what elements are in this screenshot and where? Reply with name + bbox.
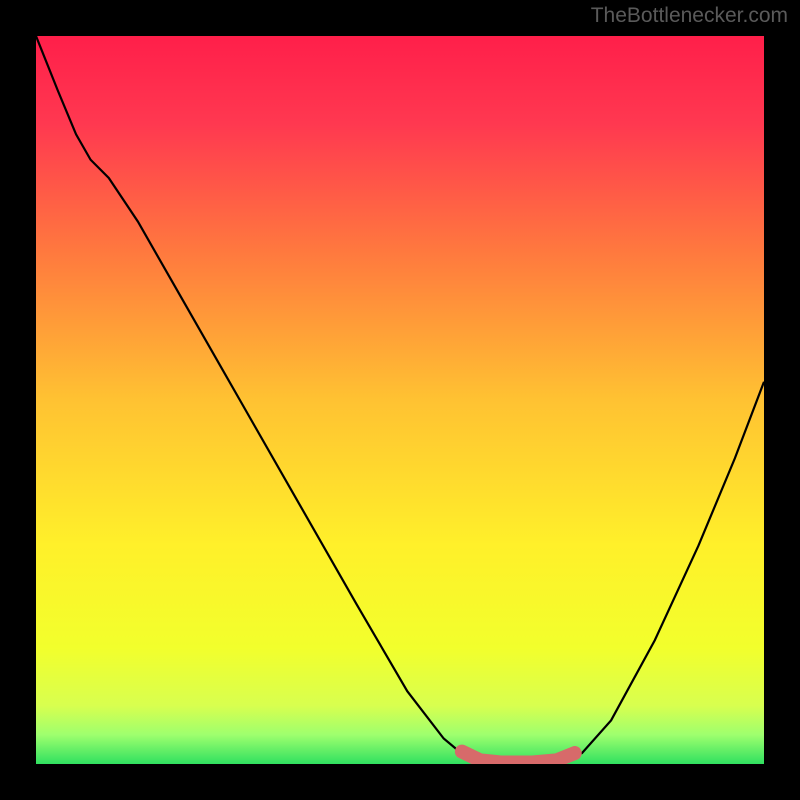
gradient-background (36, 36, 764, 764)
watermark-text: TheBottlenecker.com (591, 4, 788, 28)
bottleneck-chart (36, 36, 764, 764)
chart-svg (36, 36, 764, 764)
